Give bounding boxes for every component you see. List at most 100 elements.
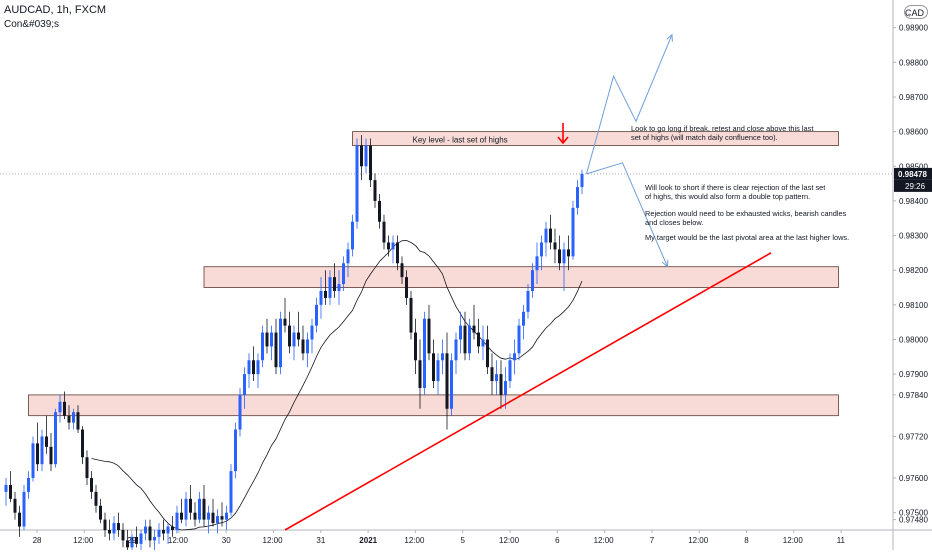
candle-body[interactable] — [477, 332, 480, 347]
candle-body[interactable] — [4, 484, 8, 492]
candle-body[interactable] — [166, 526, 170, 534]
candle-body[interactable] — [319, 290, 323, 305]
candle-body[interactable] — [22, 491, 26, 527]
candle-body[interactable] — [427, 318, 431, 354]
candle-body[interactable] — [13, 498, 17, 513]
candle-body[interactable] — [396, 242, 399, 264]
candle-body[interactable] — [486, 339, 489, 368]
candle-body[interactable] — [139, 533, 143, 544]
candle-body[interactable] — [121, 530, 125, 541]
candle-body[interactable] — [36, 443, 39, 465]
candle-body[interactable] — [157, 530, 161, 537]
projection-short-path[interactable] — [586, 162, 668, 267]
candle-body[interactable] — [207, 512, 210, 520]
candle-body[interactable] — [355, 145, 359, 222]
candle-body[interactable] — [238, 394, 242, 430]
candle-body[interactable] — [526, 290, 530, 312]
candle-body[interactable] — [31, 443, 35, 479]
candle-body[interactable] — [432, 353, 435, 382]
candle-body[interactable] — [85, 457, 89, 479]
candle-body[interactable] — [261, 332, 264, 361]
candle-body[interactable] — [387, 242, 390, 250]
candle-body[interactable] — [463, 325, 467, 354]
candle-body[interactable] — [90, 478, 93, 492]
candle-body[interactable] — [283, 318, 287, 326]
candle-body[interactable] — [472, 325, 476, 333]
candle-body[interactable] — [58, 401, 62, 413]
candle-body[interactable] — [495, 374, 498, 382]
candle-body[interactable] — [193, 512, 197, 520]
candle-body[interactable] — [364, 145, 368, 167]
candle-body[interactable] — [558, 249, 561, 264]
candle-body[interactable] — [342, 263, 345, 285]
candle-body[interactable] — [490, 367, 494, 382]
candle-body[interactable] — [580, 173, 584, 188]
candle-body[interactable] — [297, 332, 300, 340]
candle-body[interactable] — [265, 332, 269, 347]
candle-body[interactable] — [148, 526, 152, 541]
candle-body[interactable] — [67, 415, 71, 423]
candle-body[interactable] — [112, 523, 116, 534]
candle-body[interactable] — [414, 332, 417, 361]
candle-body[interactable] — [418, 360, 422, 388]
candle-body[interactable] — [567, 249, 570, 257]
candle-body[interactable] — [517, 325, 521, 354]
candle-body[interactable] — [459, 325, 462, 340]
candle-body[interactable] — [301, 339, 305, 354]
candle-body[interactable] — [468, 325, 471, 354]
candle-body[interactable] — [324, 290, 327, 298]
candle-body[interactable] — [508, 360, 512, 382]
candle-body[interactable] — [522, 311, 525, 326]
candle-body[interactable] — [18, 512, 21, 527]
candle-body[interactable] — [441, 353, 444, 361]
candle-body[interactable] — [117, 523, 120, 530]
candle-body[interactable] — [243, 374, 246, 395]
candle-body[interactable] — [175, 512, 179, 530]
candle-body[interactable] — [225, 512, 228, 520]
candle-body[interactable] — [571, 207, 575, 257]
candle-body[interactable] — [256, 360, 260, 375]
zone-0[interactable] — [352, 131, 839, 146]
candle-body[interactable] — [337, 284, 341, 291]
candle-body[interactable] — [108, 530, 111, 534]
candle-body[interactable] — [540, 242, 543, 257]
candle-body[interactable] — [27, 478, 30, 492]
candle-body[interactable] — [45, 436, 48, 447]
candle-body[interactable] — [549, 228, 552, 243]
candle-body[interactable] — [544, 228, 548, 243]
candle-body[interactable] — [360, 145, 363, 167]
candle-body[interactable] — [40, 436, 44, 465]
candle-body[interactable] — [288, 325, 291, 347]
candle-body[interactable] — [378, 200, 381, 222]
zone-1[interactable] — [203, 266, 839, 288]
candle-body[interactable] — [310, 325, 314, 340]
candle-body[interactable] — [198, 498, 201, 520]
candle-body[interactable] — [54, 412, 57, 465]
candle-body[interactable] — [535, 256, 539, 271]
candle-body[interactable] — [333, 277, 336, 291]
zone-2[interactable] — [28, 394, 839, 417]
candle-body[interactable] — [270, 332, 273, 347]
candle-body[interactable] — [103, 519, 107, 530]
candle-body[interactable] — [63, 401, 66, 416]
candle-body[interactable] — [216, 516, 219, 524]
candle-body[interactable] — [229, 471, 233, 513]
currency-badge[interactable]: ● CAD — [904, 5, 928, 19]
candle-body[interactable] — [531, 270, 534, 291]
candle-body[interactable] — [153, 536, 156, 541]
candle-body[interactable] — [351, 221, 354, 250]
candle-body[interactable] — [279, 318, 282, 368]
candle-body[interactable] — [504, 381, 507, 395]
trendline-support[interactable] — [284, 252, 772, 531]
candle-body[interactable] — [481, 339, 485, 347]
candle-body[interactable] — [171, 526, 174, 530]
candle-body[interactable] — [211, 512, 215, 524]
candle-body[interactable] — [220, 516, 224, 520]
candle-body[interactable] — [409, 297, 413, 333]
candle-body[interactable] — [400, 263, 404, 278]
candle-body[interactable] — [391, 242, 395, 250]
candle-body[interactable] — [144, 526, 147, 534]
candle-body[interactable] — [81, 429, 84, 458]
candle-body[interactable] — [94, 491, 98, 506]
